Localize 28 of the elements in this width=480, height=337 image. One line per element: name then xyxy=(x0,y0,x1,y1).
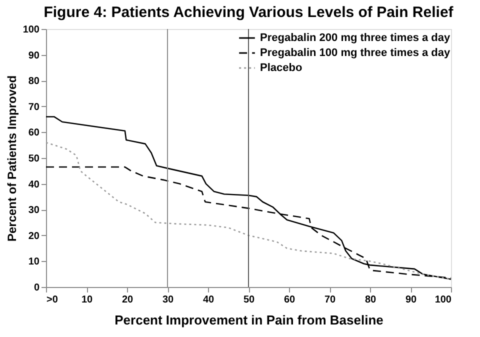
y-tick-label: 100 xyxy=(22,24,40,36)
y-tick-label: 10 xyxy=(28,256,40,268)
x-tick-label: 80 xyxy=(364,294,376,306)
y-tick-label: 90 xyxy=(28,50,40,62)
x-tick-label: 100 xyxy=(434,294,452,306)
x-axis-title: Percent Improvement in Pain from Baseline xyxy=(114,312,384,328)
x-tick-label: 30 xyxy=(162,294,174,306)
legend-label: Pregabalin 100 mg three times a day xyxy=(260,47,452,59)
y-axis-title: Percent of Patients Improved xyxy=(4,75,19,242)
x-tick-label: 40 xyxy=(202,294,214,306)
y-tick-label: 30 xyxy=(28,205,40,216)
x-tick-label: 70 xyxy=(324,294,336,306)
x-tick-label: 20 xyxy=(122,294,134,306)
x-tick-label: 10 xyxy=(81,294,93,306)
y-tick-label: 80 xyxy=(28,76,40,88)
x-tick-label: 90 xyxy=(405,294,417,306)
y-tick-label: 60 xyxy=(28,128,40,139)
y-tick-label: 20 xyxy=(28,230,40,242)
y-tick-label: 0 xyxy=(34,282,40,294)
x-tick-label: 60 xyxy=(284,294,296,306)
y-tick-label: 50 xyxy=(28,154,40,164)
y-tick-label: 40 xyxy=(28,179,40,190)
chart-title: Figure 4: Patients Achieving Various Levels of Pain Relief xyxy=(44,4,454,21)
legend-label: Pregabalin 200 mg three times a day xyxy=(260,32,452,44)
y-tick-label: 70 xyxy=(28,102,40,113)
legend-label: Placebo xyxy=(260,62,302,74)
x-tick-label: 50 xyxy=(243,294,255,306)
x-tick-label: >0 xyxy=(46,294,58,306)
